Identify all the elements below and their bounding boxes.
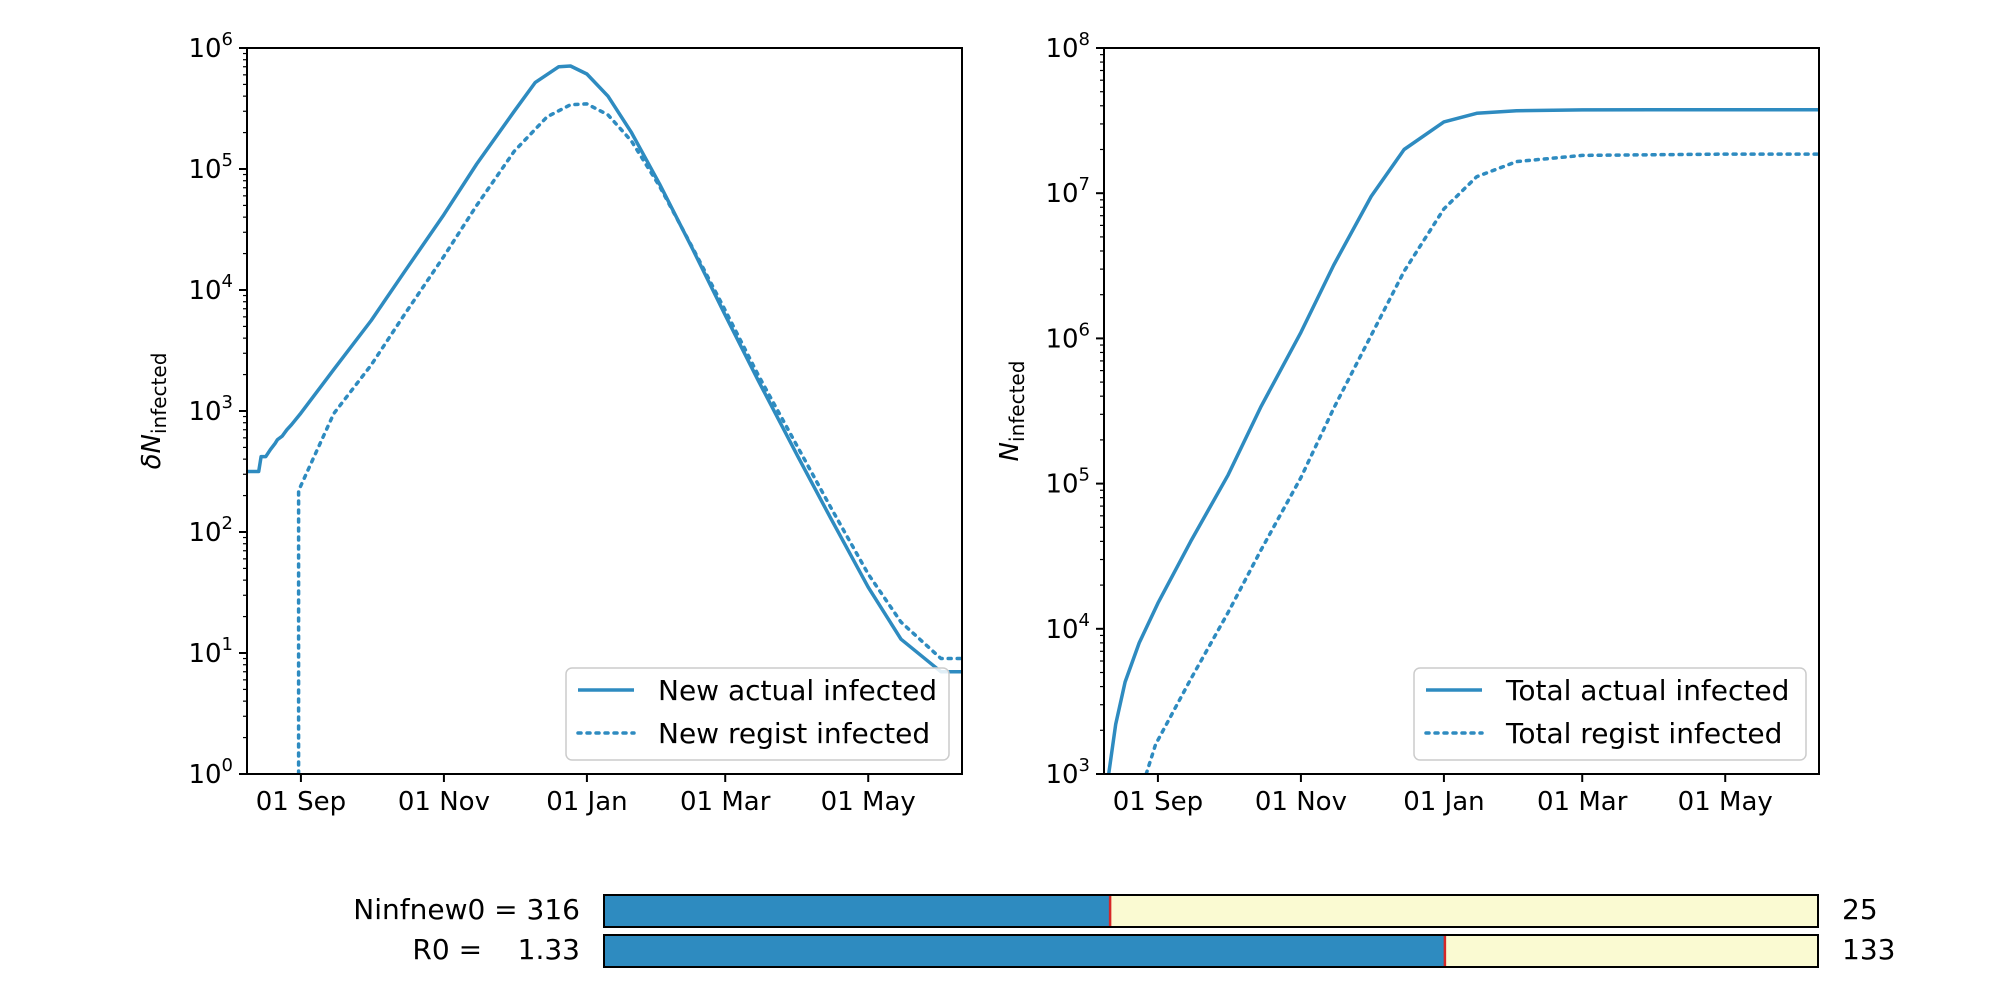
x-tick-label: 01 Nov [398, 787, 490, 817]
legend-label: New regist infected [658, 717, 930, 750]
x-tick-label: 01 Sep [1113, 787, 1203, 817]
slider-border [603, 894, 1819, 928]
y-tick-label: 101 [188, 634, 233, 669]
y-tick-label: 105 [1045, 465, 1090, 500]
y-tick-label: 103 [188, 392, 233, 427]
x-tick-label: 01 May [821, 787, 916, 817]
legend-left: New actual infected New regist infected [565, 667, 950, 761]
total-infected-plot: 103 104 105 106 107 108 01 Sep 01 Nov 01 Jan 01 M… [995, 29, 1820, 817]
y-tick-label: 103 [1045, 755, 1090, 790]
legend-label: New actual infected [658, 674, 937, 707]
series-line-solid [247, 64, 962, 674]
series-line-dotted [296, 102, 962, 774]
series-line-dotted [1144, 152, 1819, 774]
x-tick-label: 01 Nov [1255, 787, 1347, 817]
slider-label: R0 = 1.33 [412, 933, 580, 966]
series-line-solid [1106, 107, 1819, 774]
slider-max-label: 133 [1842, 933, 1895, 966]
legend-label: Total actual infected [1505, 674, 1789, 707]
y-axis-label-right: Ninfected [995, 361, 1029, 462]
y-tick-label: 104 [1045, 610, 1090, 645]
x-tick-label: 01 May [1678, 787, 1773, 817]
x-tick-label: 01 Mar [1537, 787, 1628, 817]
plot-frame-right [1103, 47, 1820, 775]
y-tick-label: 105 [188, 150, 233, 185]
slider-fill [604, 935, 1445, 967]
plot-frame-left [246, 47, 963, 775]
x-tick-label: 01 Mar [680, 787, 771, 817]
slider-ninfnew0[interactable]: Ninfnew0 = 316 25 [353, 893, 1878, 928]
x-tick-label: 01 Sep [256, 787, 346, 817]
y-tick-label: 106 [1045, 319, 1090, 354]
new-infected-plot: 100 101 102 103 104 105 106 01 Sep 01 Nov 01 Jan 0… [137, 29, 963, 817]
y-axis-label-left: δNinfected [137, 353, 171, 470]
legend-box [565, 667, 950, 761]
legend-box [1413, 667, 1807, 761]
y-tick-label: 106 [188, 29, 233, 64]
y-tick-label: 107 [1045, 174, 1090, 209]
slider-r0[interactable]: R0 = 1.33 133 [412, 933, 1895, 968]
y-tick-label: 100 [188, 755, 233, 790]
x-tick-label: 01 Jan [546, 787, 627, 817]
slider-fill [604, 895, 1111, 927]
slider-label: Ninfnew0 = 316 [353, 893, 580, 926]
y-tick-label: 102 [188, 513, 233, 548]
x-tick-label: 01 Jan [1403, 787, 1484, 817]
legend-label: Total regist infected [1505, 717, 1782, 750]
y-tick-label: 108 [1045, 29, 1090, 64]
slider-border [603, 934, 1819, 968]
slider-max-label: 25 [1842, 893, 1878, 926]
y-tick-label: 104 [188, 271, 233, 306]
legend-right: Total actual infected Total regist infec… [1413, 667, 1807, 761]
